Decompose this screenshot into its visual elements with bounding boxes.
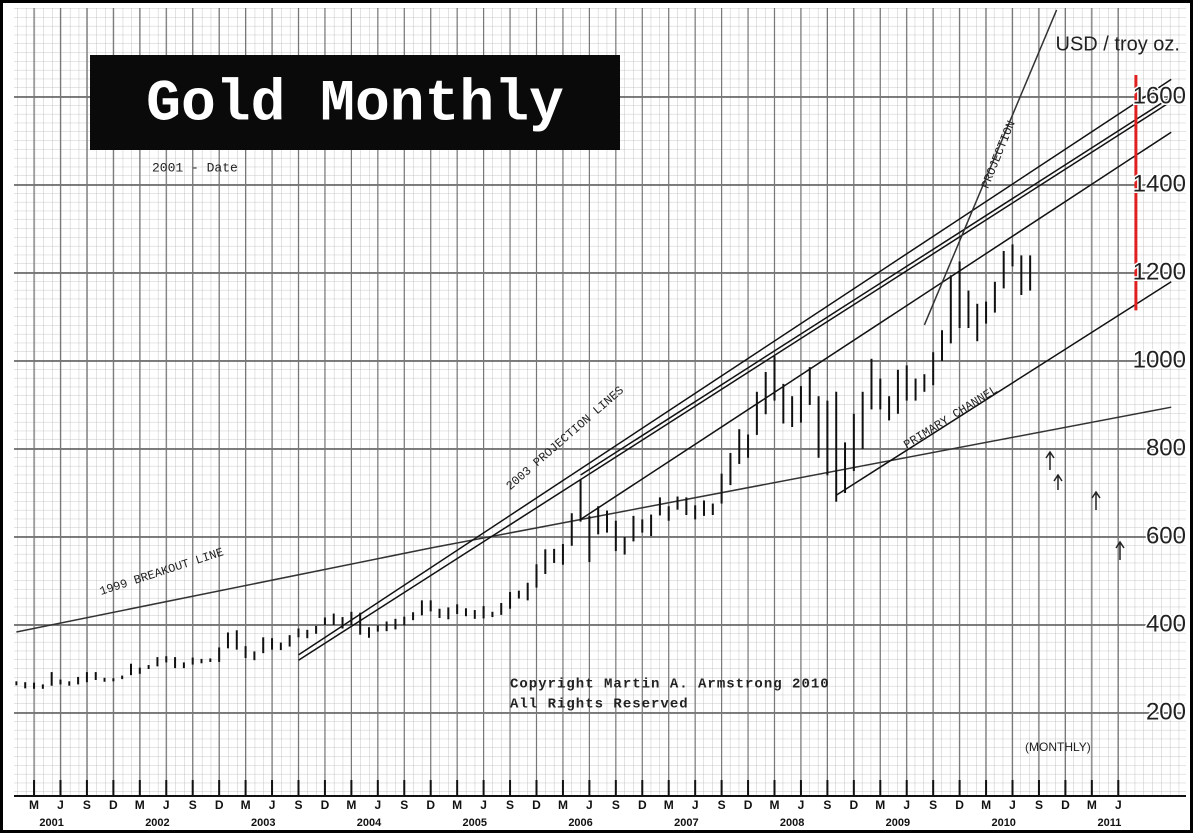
note: (MONTHLY) [1025,740,1091,754]
x-tick-label: D [638,798,647,812]
x-tick-label: S [612,798,620,812]
price-bars [15,244,1032,689]
copyright: All Rights Reserved [510,697,689,713]
arrows [1045,450,1125,560]
x-tick-label: J [798,798,805,812]
x-tick-label: M [875,798,885,812]
year-label: 2006 [568,817,592,829]
x-tick-label: S [718,798,726,812]
x-tick-label: S [1035,798,1043,812]
x-tick-label: J [374,798,381,812]
y-tick-label: 1000 [1133,346,1186,373]
x-tick-label: J [480,798,487,812]
arrow [1045,450,1055,470]
year-label: 2008 [780,817,804,829]
x-tick-label: S [929,798,937,812]
y-tick-label: 800 [1146,434,1186,461]
trend-line [298,78,1172,656]
y-tick-label: 1200 [1133,258,1186,285]
trend-line [580,131,1172,521]
year-label: 2003 [251,817,275,829]
x-tick-label: S [823,798,831,812]
x-tick-label: D [215,798,224,812]
x-tick-label: J [1115,798,1122,812]
x-tick-label: M [770,798,780,812]
x-tick-label: J [903,798,910,812]
trend-line [16,406,1172,633]
x-tick-label: D [1061,798,1070,812]
x-tick-label: M [1087,798,1097,812]
x-tick-label: S [83,798,91,812]
x-tick-label: J [269,798,276,812]
title-box [90,55,620,150]
copyright: Copyright Martin A. Armstrong 2010 [510,677,830,693]
x-tick-label: S [189,798,197,812]
x-tick-label: M [981,798,991,812]
year-label: 2001 [39,817,63,829]
trend-lines [16,9,1172,661]
x-tick-label: D [109,798,118,812]
x-tick-label: J [57,798,64,812]
year-label: 2004 [357,817,382,829]
x-tick-label: S [506,798,514,812]
year-label: 2011 [1098,817,1122,829]
x-tick-label: M [135,798,145,812]
x-tick-label: J [163,798,170,812]
x-tick-label: J [586,798,593,812]
trend-line [835,281,1172,496]
arrow [1091,490,1101,510]
trend-line [923,9,1058,326]
y-tick-label: 1400 [1133,170,1186,197]
year-label: 2002 [145,817,169,829]
y-tick-label: 400 [1146,610,1186,637]
y-axis-label: USD / troy oz. [1056,33,1180,55]
x-tick-label: D [850,798,859,812]
x-tick-label: D [321,798,330,812]
arrow [1053,473,1063,490]
y-tick-label: 600 [1146,522,1186,549]
x-tick-label: M [664,798,674,812]
arrow [1115,540,1125,560]
x-tick-label: S [294,798,302,812]
x-tick-label: D [532,798,541,812]
year-label: 2010 [991,817,1015,829]
x-tick-label: M [452,798,462,812]
x-tick-label: J [1009,798,1016,812]
trend-line [298,100,1172,661]
y-tick-label: 200 [1146,698,1186,725]
y-tick-label: 1600 [1133,82,1186,109]
subtitle: 2001 - Date [152,160,238,175]
trend-line [580,96,1172,476]
x-tick-label: D [744,798,753,812]
chart-title: Gold Monthly [146,72,564,137]
x-tick-label: M [558,798,568,812]
year-label: 2009 [886,817,910,829]
x-tick-label: J [692,798,699,812]
year-label: 2005 [463,817,487,829]
x-tick-label: M [29,798,39,812]
x-tick-label: S [400,798,408,812]
year-label: 2007 [674,817,698,829]
x-tick-label: D [426,798,435,812]
x-tick-label: M [241,798,251,812]
x-tick-label: M [346,798,356,812]
x-tick-label: D [955,798,964,812]
